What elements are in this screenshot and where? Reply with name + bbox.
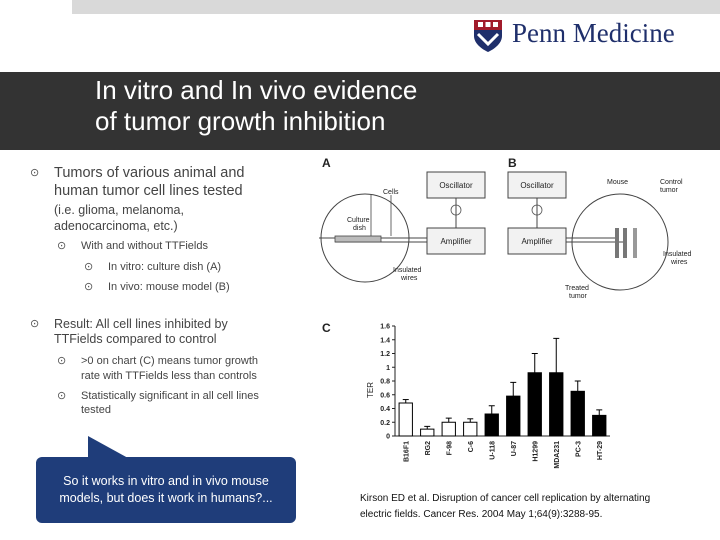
b-oscillator-label: Oscillator [520, 181, 554, 190]
bullet-text: Result: All cell lines inhibited by [54, 317, 228, 331]
b-control-label-2: tumor [660, 187, 679, 194]
bullet-text: tested [81, 404, 111, 416]
b-treated-label-1: Treated [565, 285, 589, 292]
chart-x-tick-label: U-118 [489, 441, 496, 460]
a-cells-label: Cells [383, 189, 399, 196]
bullet-marker-icon: ⊙ [57, 355, 67, 367]
chart-x-tick-label: MDA231 [554, 441, 561, 469]
a-insulated-label-1: Insulated [393, 267, 422, 274]
title-band [0, 72, 720, 150]
bullet-text: Tumors of various animal and [54, 165, 245, 181]
a-amplifier-box [426, 227, 486, 255]
chart-bar-b16f1 [398, 402, 413, 437]
bullet-text: adenocarcinoma, etc.) [54, 219, 178, 233]
citation-line2: electric fields. Cancer Res. 2004 May 1;… [360, 509, 603, 520]
panel-a-label: A [322, 156, 331, 170]
penn-medicine-logo: Penn Medicine [470, 16, 710, 56]
b-amplifier-label: Amplifier [521, 237, 552, 246]
b-insulated-label-2: wires [670, 259, 688, 266]
bullet-text: In vitro: culture dish (A) [108, 261, 222, 273]
bullet-text: rate with TTFields less than controls [81, 370, 257, 382]
chart-bar-u-118 [484, 413, 499, 437]
a-dish-icon [334, 235, 382, 243]
top-bar [72, 0, 720, 14]
slide-title: In vitro and In vivo evidence of tumor g… [95, 75, 417, 137]
bullet-text: human tumor cell lines tested [54, 183, 243, 199]
bullet-text: >0 on chart (C) means tumor growth [81, 355, 258, 367]
bullet-text: With and without TTFields [81, 240, 208, 252]
panel-b-label: B [508, 156, 517, 170]
chart-bar-ht-29 [592, 414, 607, 437]
slide-title-line1: In vitro and In vivo evidence [95, 75, 418, 105]
a-culture-label-1: Culture [347, 217, 370, 224]
penn-shield-icon [474, 20, 502, 52]
chart-bar-u-87 [506, 395, 521, 437]
citation: Kirson ED et al. Disruption of cancer ce… [360, 491, 710, 523]
chart-bar-c-6 [463, 421, 478, 437]
b-mouse-label: Mouse [607, 179, 628, 186]
chart-y-tick-label: 0 [386, 434, 390, 441]
chart-y-tick-label: 0.4 [380, 406, 390, 413]
b-treated-label-2: tumor [569, 293, 588, 300]
callout-pointer [88, 436, 128, 458]
chart-y-tick-label: 1.6 [380, 324, 390, 331]
chart-y-tick-label: 1.2 [380, 351, 390, 358]
bullet-marker-icon: ⊙ [84, 281, 94, 293]
bullet-marker-icon: ⊙ [57, 390, 67, 402]
b-amplifier-box [507, 227, 567, 255]
bullet-marker-icon: ⊙ [30, 167, 40, 179]
a-amplifier-label: Amplifier [440, 237, 471, 246]
bullet-text: TTFields compared to control [54, 332, 217, 346]
chart-x-tick-label: U-87 [511, 441, 518, 456]
b-electrode-1 [615, 228, 619, 258]
bullet-marker-icon: ⊙ [84, 261, 94, 273]
chart-y-tick-label: 0.6 [380, 392, 390, 399]
ter-bar-chart: C TER 0 0.2 0.4 0.6 0.8 1 1.2 1.4 1.6 B16F1 RG2 F-… [322, 321, 610, 469]
chart-x-tick-label: F-98 [446, 441, 453, 456]
b-insulated-label-1: Insulated [663, 251, 692, 258]
b-oscillator-box [507, 171, 567, 199]
bullet-marker-icon: ⊙ [30, 318, 40, 330]
a-culture-label-2: dish [353, 225, 366, 232]
chart-x-tick-label: B16F1 [403, 441, 410, 462]
callout-box: So it works in vitro and in vivo mouse m… [36, 457, 296, 523]
bullet-text: (i.e. glioma, melanoma, [54, 203, 184, 217]
chart-y-tick-label: 0.2 [380, 420, 390, 427]
chart-x-tick-label: H1299 [532, 441, 539, 462]
b-control-label-1: Control [660, 179, 683, 186]
b-electrode-2 [623, 228, 627, 258]
a-insulated-label-2: wires [400, 275, 418, 282]
bullet-marker-icon: ⊙ [57, 240, 67, 252]
chart-bar-rg2 [420, 428, 435, 437]
chart-x-tick-label: HT-29 [597, 441, 604, 460]
callout-line1: So it works in vitro and in vivo mouse [63, 474, 269, 488]
slide-title-line2: of tumor growth inhibition [95, 106, 386, 136]
chart-ylabel: TER [366, 382, 375, 398]
bullet-text: Statistically significant in all cell li… [81, 390, 259, 402]
callout-line2: models, but does it work in humans?... [59, 491, 273, 505]
figure-diagrams: A Oscillator Amplifier Cells Culture dis… [319, 156, 692, 300]
bullet-text: In vivo: mouse model (B) [108, 281, 230, 293]
citation-line1: Kirson ED et al. Disruption of cancer ce… [360, 493, 651, 504]
chart-y-tick-label: 1 [386, 365, 390, 372]
chart-x-tick-label: RG2 [425, 441, 432, 456]
chart-bar-pc-3 [570, 390, 585, 437]
chart-y-tick-label: 0.8 [380, 379, 390, 386]
b-electrode-3 [633, 228, 637, 258]
chart-y-tick-label: 1.4 [380, 337, 390, 344]
panel-c-label: C [322, 321, 331, 335]
a-oscillator-label: Oscillator [439, 181, 473, 190]
a-oscillator-box [426, 171, 486, 199]
chart-bar-f-98 [441, 421, 456, 437]
logo-text: Penn Medicine [512, 18, 675, 48]
chart-bar-mda231 [549, 372, 564, 437]
chart-bar-h1299 [527, 372, 542, 437]
chart-x-tick-label: C-6 [468, 441, 475, 452]
chart-x-tick-label: PC-3 [575, 441, 582, 457]
